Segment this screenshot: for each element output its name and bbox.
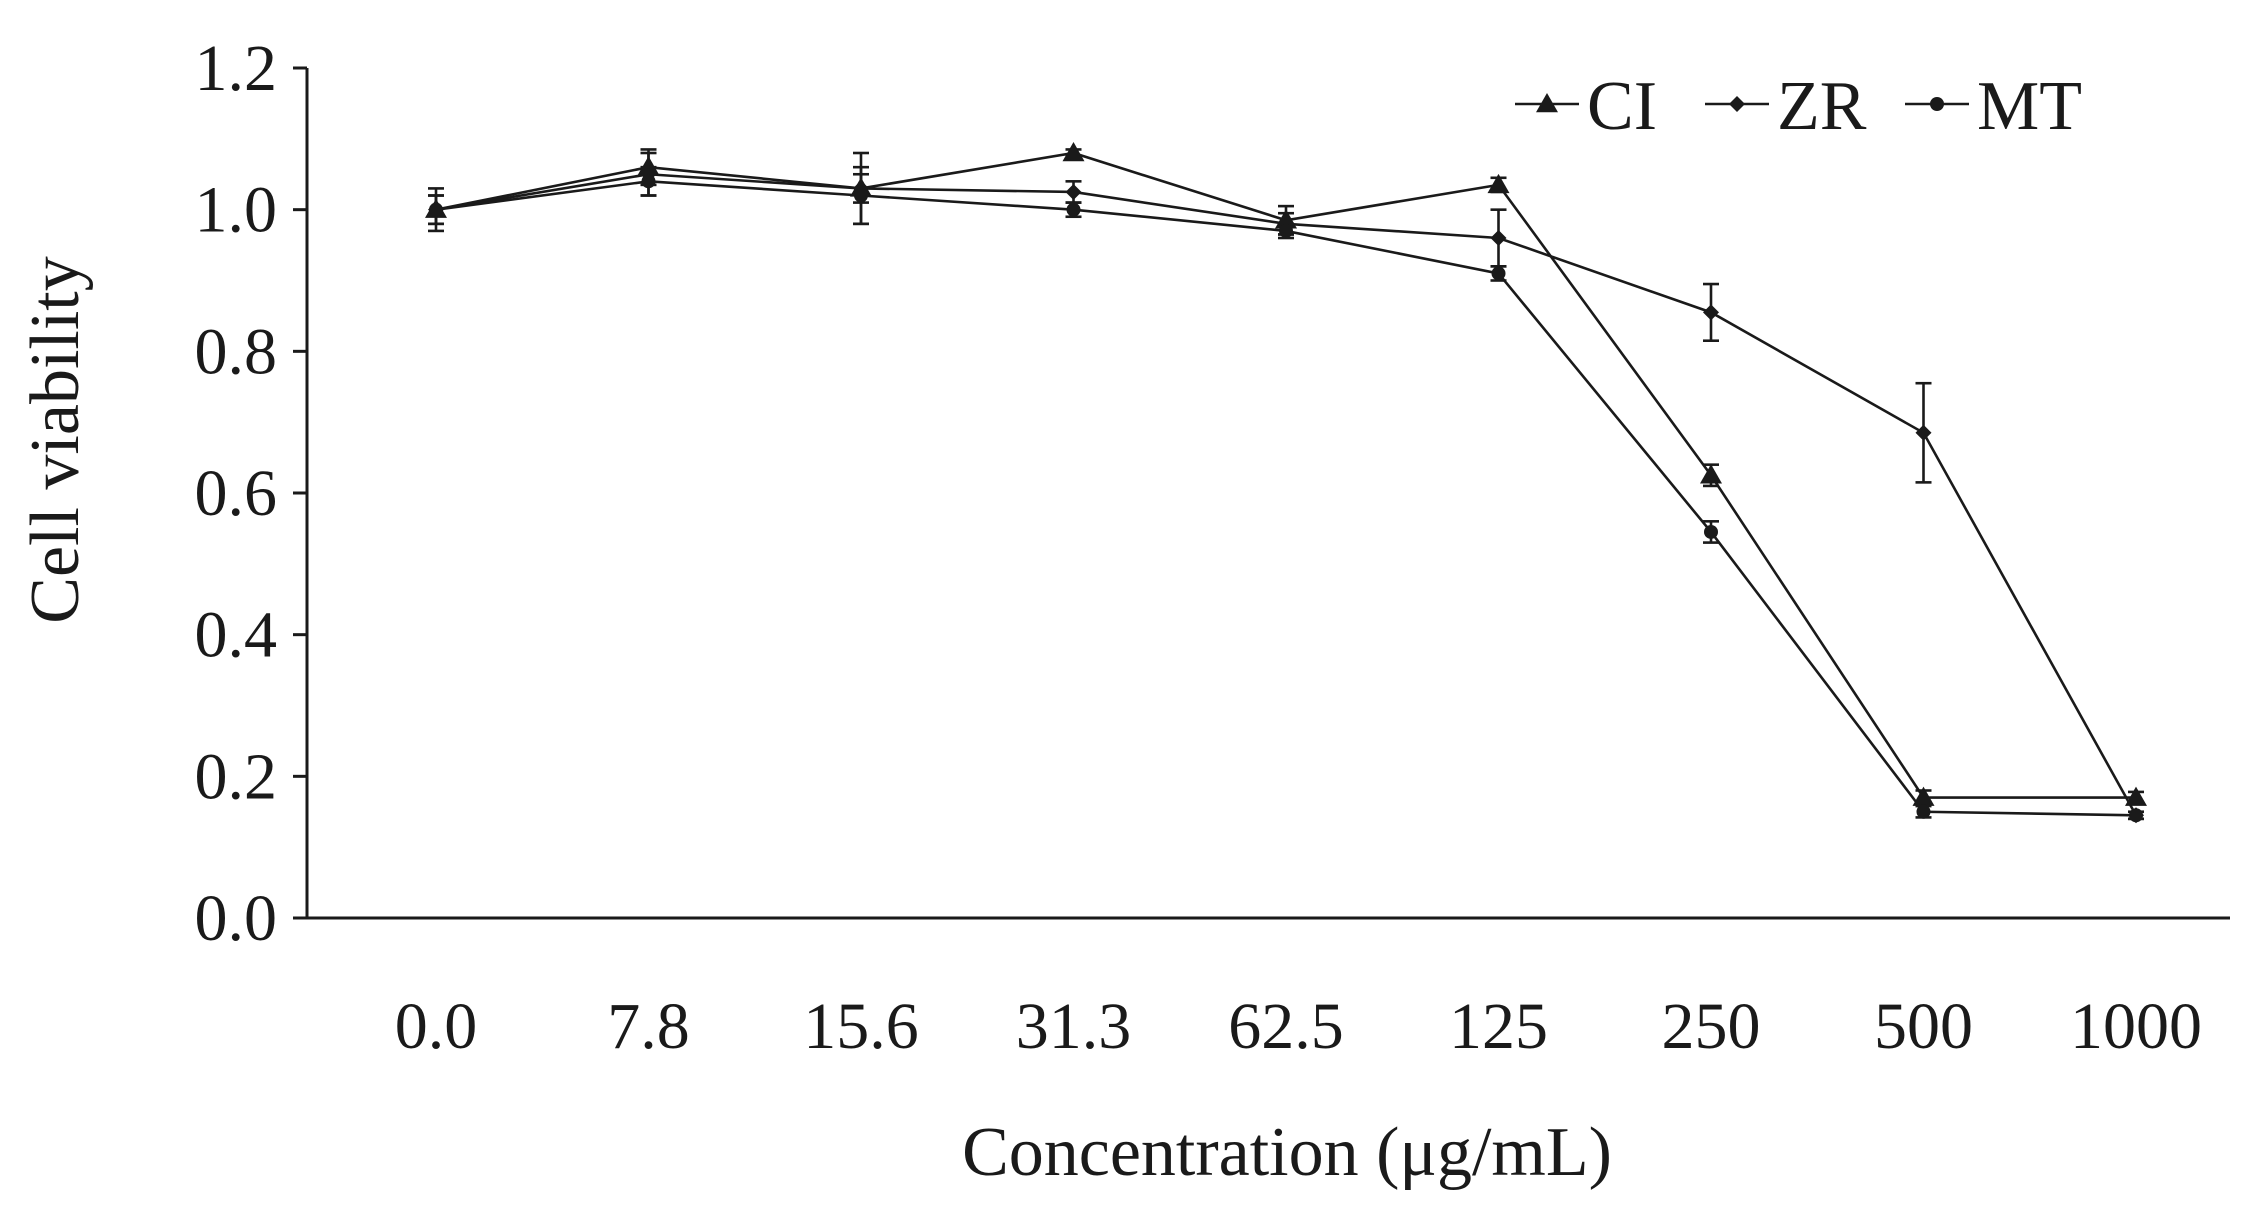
data-point-ci: [1700, 464, 1722, 484]
data-point-ci: [1912, 786, 1935, 806]
y-tick-label: 0.0: [195, 882, 278, 955]
data-point-mt: [1279, 223, 1293, 238]
y-tick-label: 0.2: [195, 740, 278, 813]
y-tick-label: 0.6: [195, 457, 278, 530]
data-point-mt: [1916, 804, 1931, 819]
data-point-mt: [1704, 524, 1718, 539]
x-tick-label: 62.5: [1228, 990, 1344, 1063]
data-point-mt: [854, 188, 868, 203]
data-point-zr: [1490, 230, 1507, 246]
data-point-ci: [1062, 142, 1085, 162]
data-point-mt: [1491, 266, 1506, 281]
y-axis-title: Cell viability: [17, 256, 94, 623]
legend-item-mt: MT: [1905, 68, 2082, 145]
y-tick-label: 1.0: [195, 174, 278, 247]
legend-label-mt: MT: [1977, 68, 2082, 145]
legend-marker-zr: [1729, 96, 1745, 112]
series-line-zr: [435, 172, 2138, 816]
axes: 0.0 0.2 0.4 0.6 0.8 1.0 1.2 0.0 7.8 15.6 31.3 62.5 1…: [195, 32, 2230, 1063]
data-point-zr: [1915, 424, 1932, 441]
legend-label-ci: CI: [1587, 68, 1657, 145]
legend-label-zr: ZR: [1777, 68, 1867, 145]
series-line-ci: [435, 151, 2136, 799]
data-point-mt: [641, 174, 656, 189]
x-axis-title: Concentration (μg/mL): [962, 1114, 1612, 1191]
y-tick-label: 0.8: [195, 315, 278, 388]
data-point-mt: [429, 202, 443, 217]
x-tick-label: 15.6: [803, 990, 919, 1063]
data-point-ci: [1487, 173, 1510, 194]
legend-marker-ci: [1536, 93, 1558, 113]
legend: CI ZR MT: [1515, 68, 2082, 145]
x-tick-label: 0.0: [395, 990, 478, 1063]
y-tick-label: 1.2: [195, 32, 278, 105]
data-point-zr: [1703, 304, 1719, 321]
data-point-mt: [1066, 202, 1081, 217]
x-tick-label: 125: [1449, 990, 1548, 1063]
series-mt: [428, 165, 2144, 823]
y-tick-label: 0.4: [195, 599, 278, 672]
data-point-ci: [2125, 786, 2147, 806]
data-point-zr: [1065, 183, 1082, 200]
legend-marker-mt: [1930, 97, 1944, 111]
series-ci: [425, 142, 2147, 806]
x-tick-label: 31.3: [1016, 990, 1132, 1063]
x-tick-label: 1000: [2070, 990, 2202, 1063]
data-point-mt: [2129, 808, 2143, 823]
legend-item-ci: CI: [1515, 68, 1657, 145]
series-line-mt: [435, 180, 2137, 817]
x-tick-label: 500: [1874, 990, 1973, 1063]
x-tick-label: 250: [1662, 990, 1761, 1063]
x-tick-label: 7.8: [607, 990, 690, 1063]
legend-item-zr: ZR: [1705, 68, 1867, 145]
series-group: [425, 142, 2147, 824]
series-zr: [428, 151, 2144, 824]
